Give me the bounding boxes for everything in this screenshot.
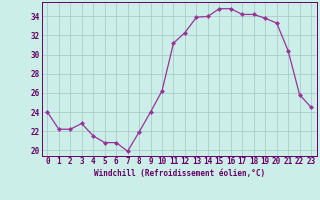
X-axis label: Windchill (Refroidissement éolien,°C): Windchill (Refroidissement éolien,°C) xyxy=(94,169,265,178)
